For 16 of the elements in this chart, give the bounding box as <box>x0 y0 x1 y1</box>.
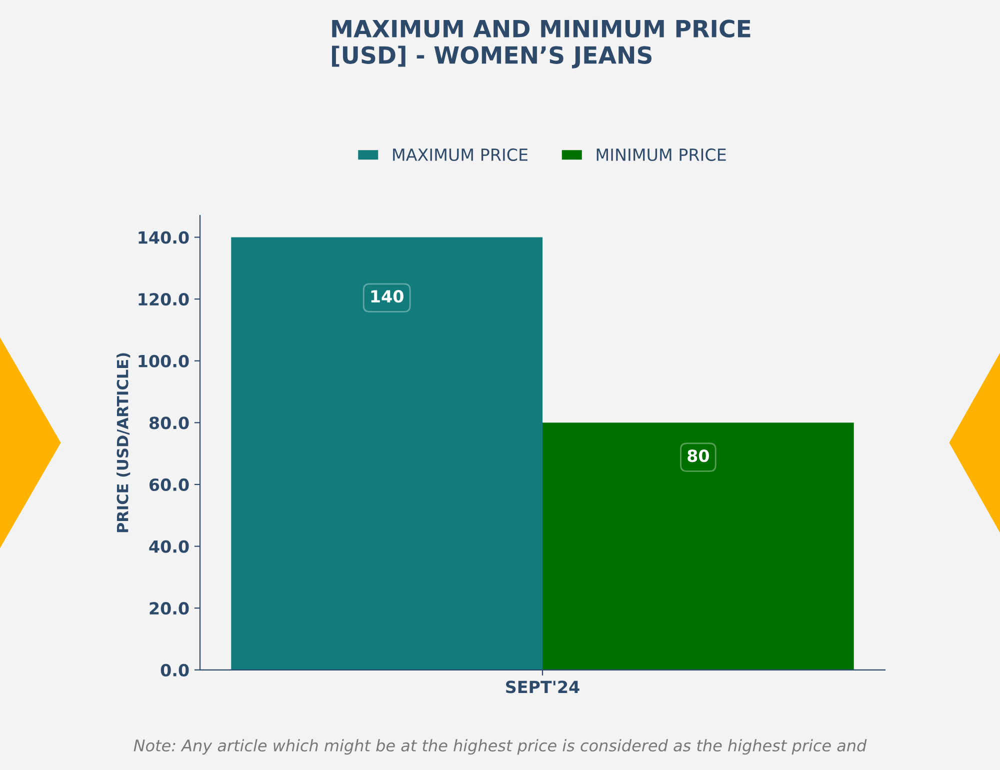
y-tick-label: 80.0 <box>149 416 189 430</box>
x-tick-label: SEPT'24 <box>506 680 580 694</box>
text: Note: Any article which might be at the highest price is considered as the highest price and <box>134 739 867 755</box>
legend-label: MAXIMUM PRICE <box>393 148 528 162</box>
y-axis-title: PRICE (USD/ARTICLE) <box>116 353 130 532</box>
data-label: 80 <box>688 450 709 462</box>
y-tick-label: 100.0 <box>138 354 189 368</box>
data-label: 140 <box>371 290 404 303</box>
y-tick-label: 20.0 <box>150 602 189 615</box>
legend-label: MINIMUM PRICE <box>596 148 726 162</box>
y-tick-label: 120.0 <box>138 293 189 306</box>
y-tick-label: 60.0 <box>149 478 189 492</box>
chart-title: MAXIMUM AND MINIMUM PRICE [USD] - WOMEN’S JEANS <box>332 20 750 68</box>
y-tick-label: 140.0 <box>138 231 189 244</box>
y-tick-label: 0.0 <box>160 664 189 676</box>
y-tick-label: 40.0 <box>149 540 189 553</box>
